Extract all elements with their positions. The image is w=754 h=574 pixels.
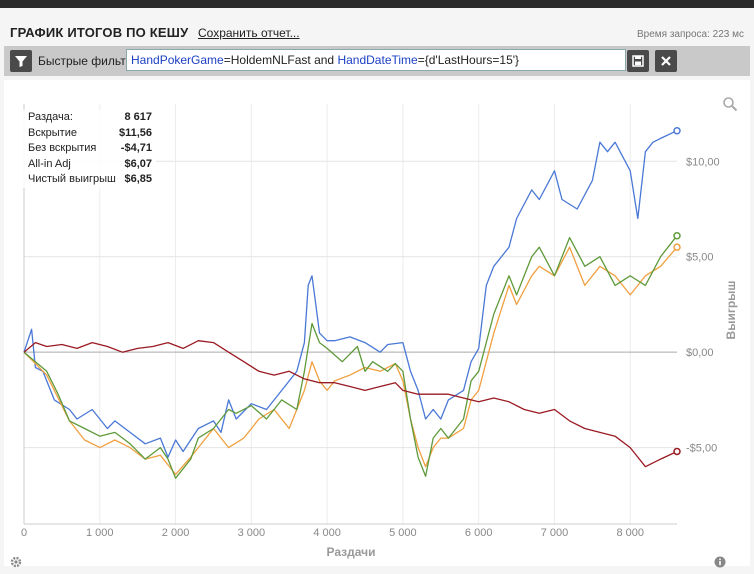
quick-filter-label: Быстрые фильт	[38, 54, 126, 68]
series-end-marker-3	[673, 447, 681, 456]
x-tick-label: 0	[21, 527, 27, 539]
stat-label: All-in Adj	[28, 157, 71, 170]
stat-row: Без вскрытия -$4,71	[20, 141, 156, 157]
filter-token: =HoldemNLFast and	[223, 53, 338, 67]
window-top-strip	[0, 0, 754, 8]
x-tick-label: 8 000	[616, 527, 644, 539]
y-tick-labels: -$5,00 $0,00 $5,00 $10,00	[686, 156, 720, 454]
x-tick-labels: 0 1 000 2 000 3 000 4 000 5 000 6 000 7 000 8 00…	[21, 527, 644, 539]
stat-row: Чистый выигрыш $6,85	[20, 172, 156, 188]
stat-label: Без вскрытия	[28, 142, 97, 154]
report-title: ГРАФИК ИТОГОВ ПО КЕШУ	[10, 25, 189, 40]
magnifier-icon[interactable]	[722, 96, 738, 112]
stat-label: Чистый выигрыш	[28, 173, 116, 185]
stat-row: Вскрытие $11,56	[20, 126, 156, 142]
x-axis-label: Раздачи	[327, 545, 376, 559]
y-axis-label: Выигрыш	[724, 281, 738, 340]
x-tick-label: 2 000	[162, 527, 190, 539]
save-report-link[interactable]: Сохранить отчет...	[198, 26, 300, 40]
quick-filter-bar: Быстрые фильт HandPokerGame=HoldemNLFast…	[4, 46, 750, 76]
stat-value: -$4,71	[120, 142, 152, 154]
y-tick-label: -$5,00	[686, 443, 717, 455]
funnel-icon[interactable]	[10, 50, 32, 72]
filter-token: HandPokerGame	[131, 53, 224, 67]
query-time: Время запроса: 223 мс	[636, 29, 744, 40]
y-tick-label: $10,00	[686, 156, 720, 168]
stat-value: $6,07	[124, 157, 152, 170]
report-header: ГРАФИК ИТОГОВ ПО КЕШУ Сохранить отчет...…	[0, 8, 754, 44]
x-tick-label: 1 000	[86, 527, 114, 539]
filter-token: ={d'LastHours=15'}	[417, 53, 520, 67]
close-icon[interactable]	[655, 50, 677, 72]
stat-value: $11,56	[118, 126, 152, 139]
series-end-marker-1	[673, 243, 681, 251]
series-end-marker-2	[673, 231, 681, 240]
x-tick-label: 7 000	[541, 527, 569, 539]
floppy-icon[interactable]	[627, 50, 649, 72]
stat-label: Раздача:	[28, 111, 73, 123]
x-tick-label: 6 000	[465, 527, 493, 539]
filter-token: HandDateTime	[337, 53, 418, 67]
stat-value: 8 617	[124, 111, 152, 123]
y-tick-label: $0,00	[686, 347, 714, 359]
series-line-2	[23, 235, 678, 479]
stats-box: Раздача: 8 617 Вскрытие $11,56 Без вскрытия -…	[20, 110, 156, 188]
y-tick-label: $5,00	[686, 252, 714, 264]
gear-icon[interactable]	[9, 555, 23, 569]
x-tick-label: 4 000	[313, 527, 341, 539]
stat-row: All-in Adj $6,07	[20, 157, 156, 173]
stat-row: Раздача: 8 617	[20, 110, 156, 126]
info-icon[interactable]	[714, 556, 726, 568]
series-line-1	[23, 246, 678, 476]
quick-filter-input[interactable]: HandPokerGame=HoldemNLFast and HandDateT…	[126, 49, 626, 71]
stat-label: Вскрытие	[28, 126, 77, 139]
series-line-3	[23, 340, 678, 468]
stat-value: $6,85	[124, 173, 152, 185]
chart-series	[23, 126, 681, 479]
x-tick-label: 3 000	[238, 527, 266, 539]
series-line-0	[23, 130, 678, 458]
x-tick-label: 5 000	[389, 527, 417, 539]
series-end-marker-0	[673, 126, 681, 135]
